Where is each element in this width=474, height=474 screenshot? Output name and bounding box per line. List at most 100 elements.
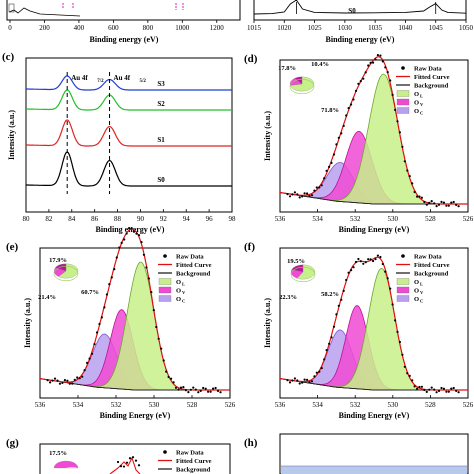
panel-f-raw-point <box>328 342 331 345</box>
panel-d-raw-point <box>379 54 382 57</box>
panel-f-pie-label: 22.3% <box>279 294 297 301</box>
panel-e-pie-label: 60.7% <box>81 289 99 296</box>
panel-d-legend-marker <box>396 107 410 114</box>
panel-h-table-header <box>281 466 467 474</box>
panel-d-raw-point <box>291 193 294 196</box>
panel-d-raw-point <box>372 61 375 64</box>
panel-d-tick-label: 532 <box>350 215 361 223</box>
panel-d-pie-label: 71.8% <box>321 107 339 114</box>
panel-c-series-label-S3: S3 <box>157 80 165 88</box>
panel-f-raw-point <box>450 387 453 390</box>
panel-d-legend-sub: C <box>420 111 423 116</box>
panel-g-raw-point <box>137 464 141 467</box>
panel-d-raw-point <box>352 98 355 101</box>
panel-c-tick-label: 82 <box>45 215 53 223</box>
panel-e-raw-point <box>155 325 158 329</box>
panel-f-raw-point <box>416 387 419 390</box>
panel-e-raw-point <box>51 379 54 382</box>
panel-h: (h) <box>244 433 469 474</box>
panel-f-raw-point <box>345 278 348 282</box>
panel-c-frame <box>25 57 233 213</box>
panel-d-raw-point <box>391 93 394 96</box>
panel-g-label: (g) <box>6 437 19 449</box>
panel-e-raw-point <box>46 379 49 382</box>
panel-d-raw-point <box>455 203 458 206</box>
panel-d-raw-point <box>354 89 358 92</box>
panel-f-raw-point <box>425 390 428 393</box>
panel-f-raw-point <box>315 371 318 374</box>
panel-f-tick-label: 534 <box>312 401 323 409</box>
panel-e-raw-point <box>152 309 155 312</box>
panel-e-raw-point <box>212 387 215 390</box>
panel-f-raw-point <box>398 340 401 344</box>
panel-b-xlabel: Binding energy (eV) <box>326 35 395 44</box>
panel-d-legend-label: O <box>414 91 419 98</box>
panel-d-raw-point <box>367 64 370 67</box>
panel-e-legend-label: Raw Data <box>176 253 204 260</box>
panel-e-raw-point <box>189 388 192 391</box>
panel-f-legend-sub: C <box>420 299 423 304</box>
panel-e-raw-point <box>157 337 160 340</box>
panel-g-raw-point <box>128 457 132 460</box>
panel-d-raw-point <box>425 203 428 206</box>
panel-f-raw-point <box>445 390 448 393</box>
panel-e-raw-point <box>78 377 81 380</box>
panel-e-raw-point <box>110 276 113 279</box>
panel-f-legend-label: O <box>414 296 419 303</box>
panel-e-legend-sub: V <box>182 290 186 295</box>
panel-e-raw-point <box>192 386 195 389</box>
panel-e-raw-point <box>207 390 210 393</box>
panel-c-tick-label: 86 <box>91 215 99 223</box>
panel-c-series-S0 <box>26 151 232 187</box>
panel-d-raw-point <box>433 202 436 205</box>
panel-e-raw-point <box>194 388 197 391</box>
panel-f-raw-point <box>379 255 382 259</box>
panel-h-label: (h) <box>244 437 258 449</box>
panel-e-pie-label: 17.9% <box>49 257 67 264</box>
panel-d-raw-point <box>298 196 301 199</box>
panel-f-raw-point <box>430 386 433 389</box>
panel-d-raw-point <box>394 108 397 111</box>
panel-d-raw-point <box>450 201 453 204</box>
panel-f-label: (f) <box>244 241 255 253</box>
panel-d-raw-point <box>374 58 377 61</box>
panel-f-raw-point <box>440 386 443 390</box>
panel-e-legend-label: O <box>176 279 181 286</box>
panel-d-raw-point <box>337 136 340 139</box>
panel-d-tick-label: 536 <box>275 215 286 223</box>
panel-e-tick-label: 526 <box>225 401 236 409</box>
panel-e-raw-point <box>182 386 185 389</box>
panel-d-legend-sub: V <box>420 102 424 107</box>
panel-f-raw-point <box>364 261 367 264</box>
panel-e-label: (e) <box>6 241 19 253</box>
panel-d-raw-point <box>376 54 379 57</box>
panel-e-raw-point <box>95 331 99 334</box>
panel-f-legend-sub: L <box>420 282 423 287</box>
panel-e-tick-label: 528 <box>187 401 198 409</box>
panel-e-raw-point <box>214 386 217 390</box>
panel-e-raw-point <box>49 381 52 384</box>
panel-d-raw-point <box>437 203 441 206</box>
panel-c-annotation-1: Au 4f <box>114 74 131 82</box>
panel-d-raw-point <box>286 193 289 196</box>
panel-c-tick-label: 94 <box>183 215 191 223</box>
panel-e-xlabel: Binding Energy (eV) <box>100 411 171 420</box>
panel-d-raw-point <box>369 61 372 64</box>
panel-c-tick-label: 88 <box>114 215 122 223</box>
panel-f-raw-point <box>401 353 404 356</box>
panel-f-legend-marker <box>396 295 410 302</box>
panel-e-raw-point <box>86 361 89 364</box>
panel-e-raw-point <box>76 376 79 379</box>
panel-f-raw-point <box>318 370 321 373</box>
panel-g-fitted-line <box>109 456 141 474</box>
panel-f-raw-point <box>335 313 338 316</box>
panel-e-component-OL <box>39 261 230 391</box>
panel-c-series-S1 <box>26 119 232 147</box>
panel-b-frame <box>253 0 467 21</box>
panel-c-tick-label: 96 <box>206 215 214 223</box>
panel-e-legend-sub: C <box>182 299 185 304</box>
panel-e-raw-point <box>81 375 84 378</box>
panel-d-raw-point <box>362 77 365 80</box>
panel-f-frame <box>279 247 469 399</box>
panel-f-raw-point <box>394 319 397 322</box>
